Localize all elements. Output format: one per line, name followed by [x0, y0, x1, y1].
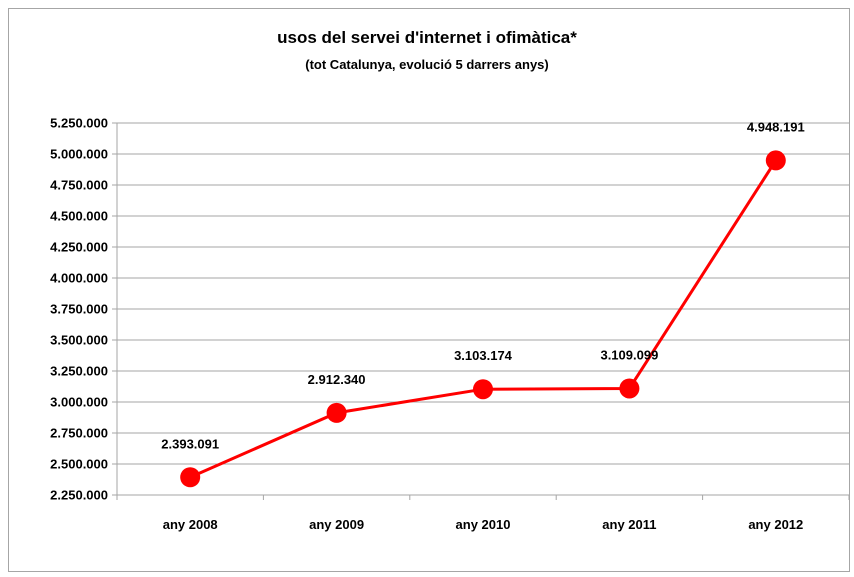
data-label: 3.103.174 — [454, 348, 513, 363]
y-tick-label: 5.000.000 — [50, 147, 108, 162]
chart-title: usos del servei d'internet i ofimàtica* — [277, 28, 577, 47]
data-point — [180, 467, 201, 488]
data-point — [765, 150, 786, 171]
data-label: 2.912.340 — [308, 372, 366, 387]
data-label: 3.109.099 — [600, 347, 658, 362]
y-tick-label: 3.250.000 — [50, 364, 108, 379]
data-point — [619, 378, 640, 399]
y-tick-label: 4.750.000 — [50, 178, 108, 193]
x-tick-label: any 2011 — [602, 517, 656, 532]
y-tick-label: 3.500.000 — [50, 333, 108, 348]
data-point — [473, 379, 493, 400]
series-line — [189, 159, 778, 479]
data-label: 2.393.091 — [161, 436, 219, 451]
chart-subtitle: (tot Catalunya, evolució 5 darrers anys) — [305, 57, 549, 72]
y-tick-label: 2.750.000 — [50, 426, 108, 441]
x-tick-label: any 2008 — [163, 517, 218, 532]
x-tick-label: any 2012 — [748, 517, 803, 532]
data-point — [326, 402, 347, 423]
y-tick-label: 5.250.000 — [50, 116, 108, 131]
data-label: 4.948.191 — [747, 119, 805, 134]
chart-frame — [8, 8, 850, 572]
y-tick-label: 2.250.000 — [50, 488, 108, 503]
y-tick-label: 4.500.000 — [50, 209, 108, 224]
y-tick-label: 3.750.000 — [50, 302, 108, 317]
y-tick-label: 4.250.000 — [50, 240, 108, 255]
x-tick-label: any 2010 — [456, 517, 511, 532]
x-tick-label: any 2009 — [309, 517, 364, 532]
y-tick-label: 3.000.000 — [50, 395, 108, 410]
y-tick-label: 4.000.000 — [50, 271, 108, 286]
y-tick-label: 2.500.000 — [50, 457, 108, 472]
